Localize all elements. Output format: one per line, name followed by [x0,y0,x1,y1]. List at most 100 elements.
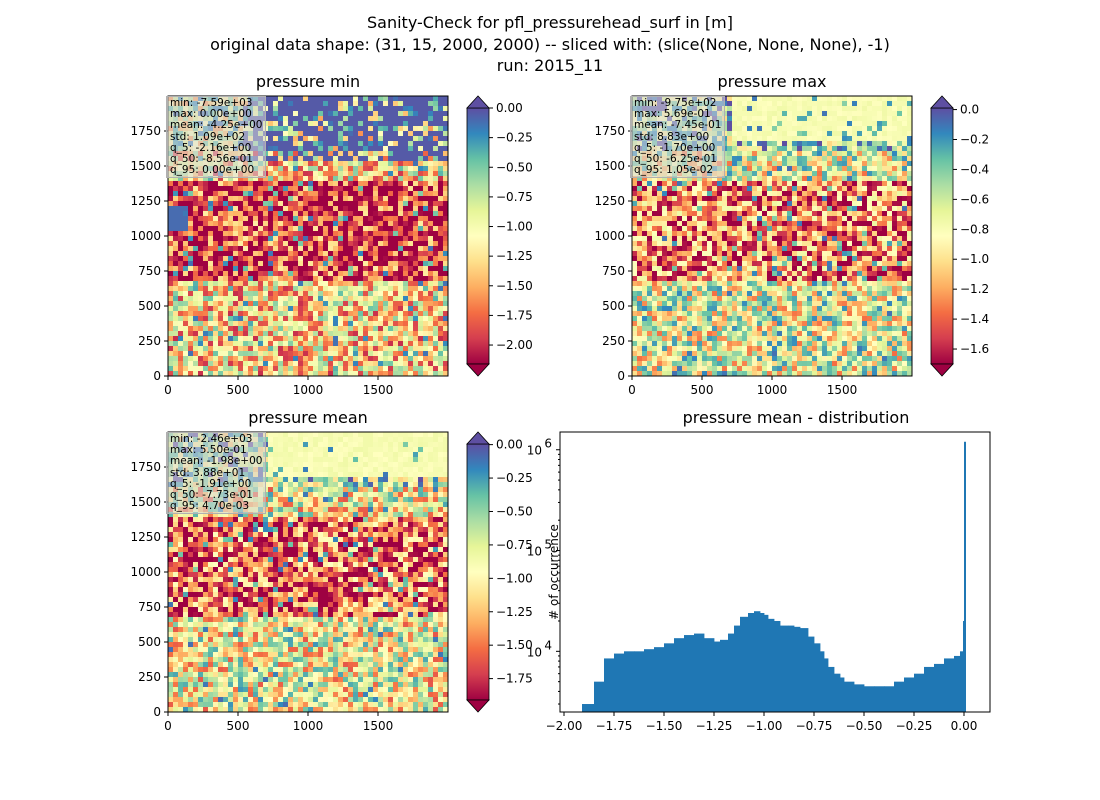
colorbar-tick-label: −1.0 [960,252,989,266]
histogram-bar [964,441,966,712]
x-tick-label: −0.25 [896,719,933,733]
histogram-bar [824,658,829,712]
colorbar-tick-label: −0.25 [496,131,533,145]
histogram-bar [884,686,895,712]
y-tick-label: 500 [138,299,161,313]
y-tick-label: 1000 [130,229,161,243]
colorbar-tick-label: −0.75 [496,190,533,204]
histogram-bar [764,614,769,712]
histogram-bar [874,686,885,712]
x-tick-label: 0.00 [951,719,978,733]
y-tick-label: 250 [138,334,161,348]
histogram-bar [624,651,635,712]
y-tick-exponent: 5 [544,538,552,552]
y-tick-label: 0 [153,705,161,719]
histogram-bar [904,677,915,712]
x-tick-label: −0.50 [846,719,883,733]
histogram-bar [780,625,789,712]
histogram-bar [894,681,905,712]
figure-title-line-3: run: 2015_11 [496,56,604,75]
x-tick-label: 1500 [363,383,394,397]
panel-title-pressure-mean: pressure mean [248,408,368,427]
y-tick-label: 750 [602,264,625,278]
histogram-bar [704,638,715,712]
x-tick-label: 0 [164,383,172,397]
y-tick-label: 1500 [130,495,161,509]
histogram-bar [604,658,615,712]
colorbar-tick-label: 0.00 [496,438,523,452]
histogram-bar [644,649,655,712]
colorbar-tick-label: −0.25 [496,471,533,485]
x-tick-label: 1500 [363,719,394,733]
y-tick-exponent: 6 [544,437,552,451]
panel-title-pressure-max: pressure max [717,72,827,91]
histogram-bar [748,613,755,712]
y-tick-label: 750 [138,264,161,278]
colorbar-tick-label: −0.2 [960,133,989,147]
colorbar-tick-label: −1.2 [960,282,989,296]
x-tick-label: 1000 [757,383,788,397]
colorbar-tick-label: −1.50 [496,638,533,652]
y-tick-label: 10 [527,545,542,559]
y-tick-label: 1000 [594,229,625,243]
histogram-bar [760,613,765,712]
panel-title-pressure-min: pressure min [255,72,361,91]
y-tick-exponent: 4 [544,638,552,652]
histogram-bar [808,636,815,712]
histogram-bar [728,633,735,712]
histogram-bar [794,626,801,712]
colorbar-tick-label: −1.00 [496,220,533,234]
histogram-bar [714,641,721,712]
histogram-bar [634,651,645,712]
x-tick-label: 0 [164,719,172,733]
colorbar-tick-label: −1.25 [496,249,533,263]
x-tick-label: −0.75 [796,719,833,733]
x-tick-label: 1000 [293,383,324,397]
colorbar-tick-label: 0.0 [960,103,979,117]
x-tick-label: 1000 [293,719,324,733]
histogram-bar [754,611,761,712]
colorbar-tick-label: −1.75 [496,672,533,686]
colorbar [466,443,490,701]
x-tick-label: 500 [691,383,714,397]
colorbar-extend-bottom [466,363,490,377]
panel-title-distribution: pressure mean - distribution [682,408,910,427]
histogram-bar [774,620,781,712]
histogram-bar [944,658,955,712]
x-tick-label: −1.00 [746,719,783,733]
colorbar-extend-bottom [466,699,490,713]
histogram-bar [934,663,945,712]
colorbar-extend-top [466,95,490,109]
y-tick-label: 250 [602,334,625,348]
y-tick-label: 1750 [130,124,161,138]
histogram-bar [654,647,665,712]
histogram-bar [768,618,775,712]
histogram-bar [734,625,741,712]
colorbar-extend-top [930,95,954,109]
x-tick-label: 0 [628,383,636,397]
x-tick-label: −1.50 [646,719,683,733]
histogram-bar [864,686,875,712]
y-tick-label: 10 [527,645,542,659]
colorbar-tick-label: −0.50 [496,504,533,518]
y-tick-label: 1500 [594,159,625,173]
histogram-bar [834,673,841,712]
stats-box-pressure-min: min: -7.59e+03 max: 0.00e+00 mean: -4.25… [166,96,267,179]
y-tick-label: 0 [617,369,625,383]
histogram-bar [914,673,925,712]
histogram-bar [924,666,935,712]
colorbar-extend-bottom [930,363,954,377]
y-tick-label: 10 [527,444,542,458]
colorbar-tick-label: −0.8 [960,222,989,236]
histogram-bar [960,651,964,712]
colorbar [466,107,490,365]
histogram-bar [788,625,795,712]
y-tick-label: 250 [138,670,161,684]
y-tick-label: 500 [138,635,161,649]
histogram-bar [594,681,605,712]
x-tick-label: 500 [227,719,250,733]
x-tick-label: 1500 [827,383,858,397]
y-tick-label: 1750 [594,124,625,138]
colorbar-tick-label: −0.4 [960,162,989,176]
